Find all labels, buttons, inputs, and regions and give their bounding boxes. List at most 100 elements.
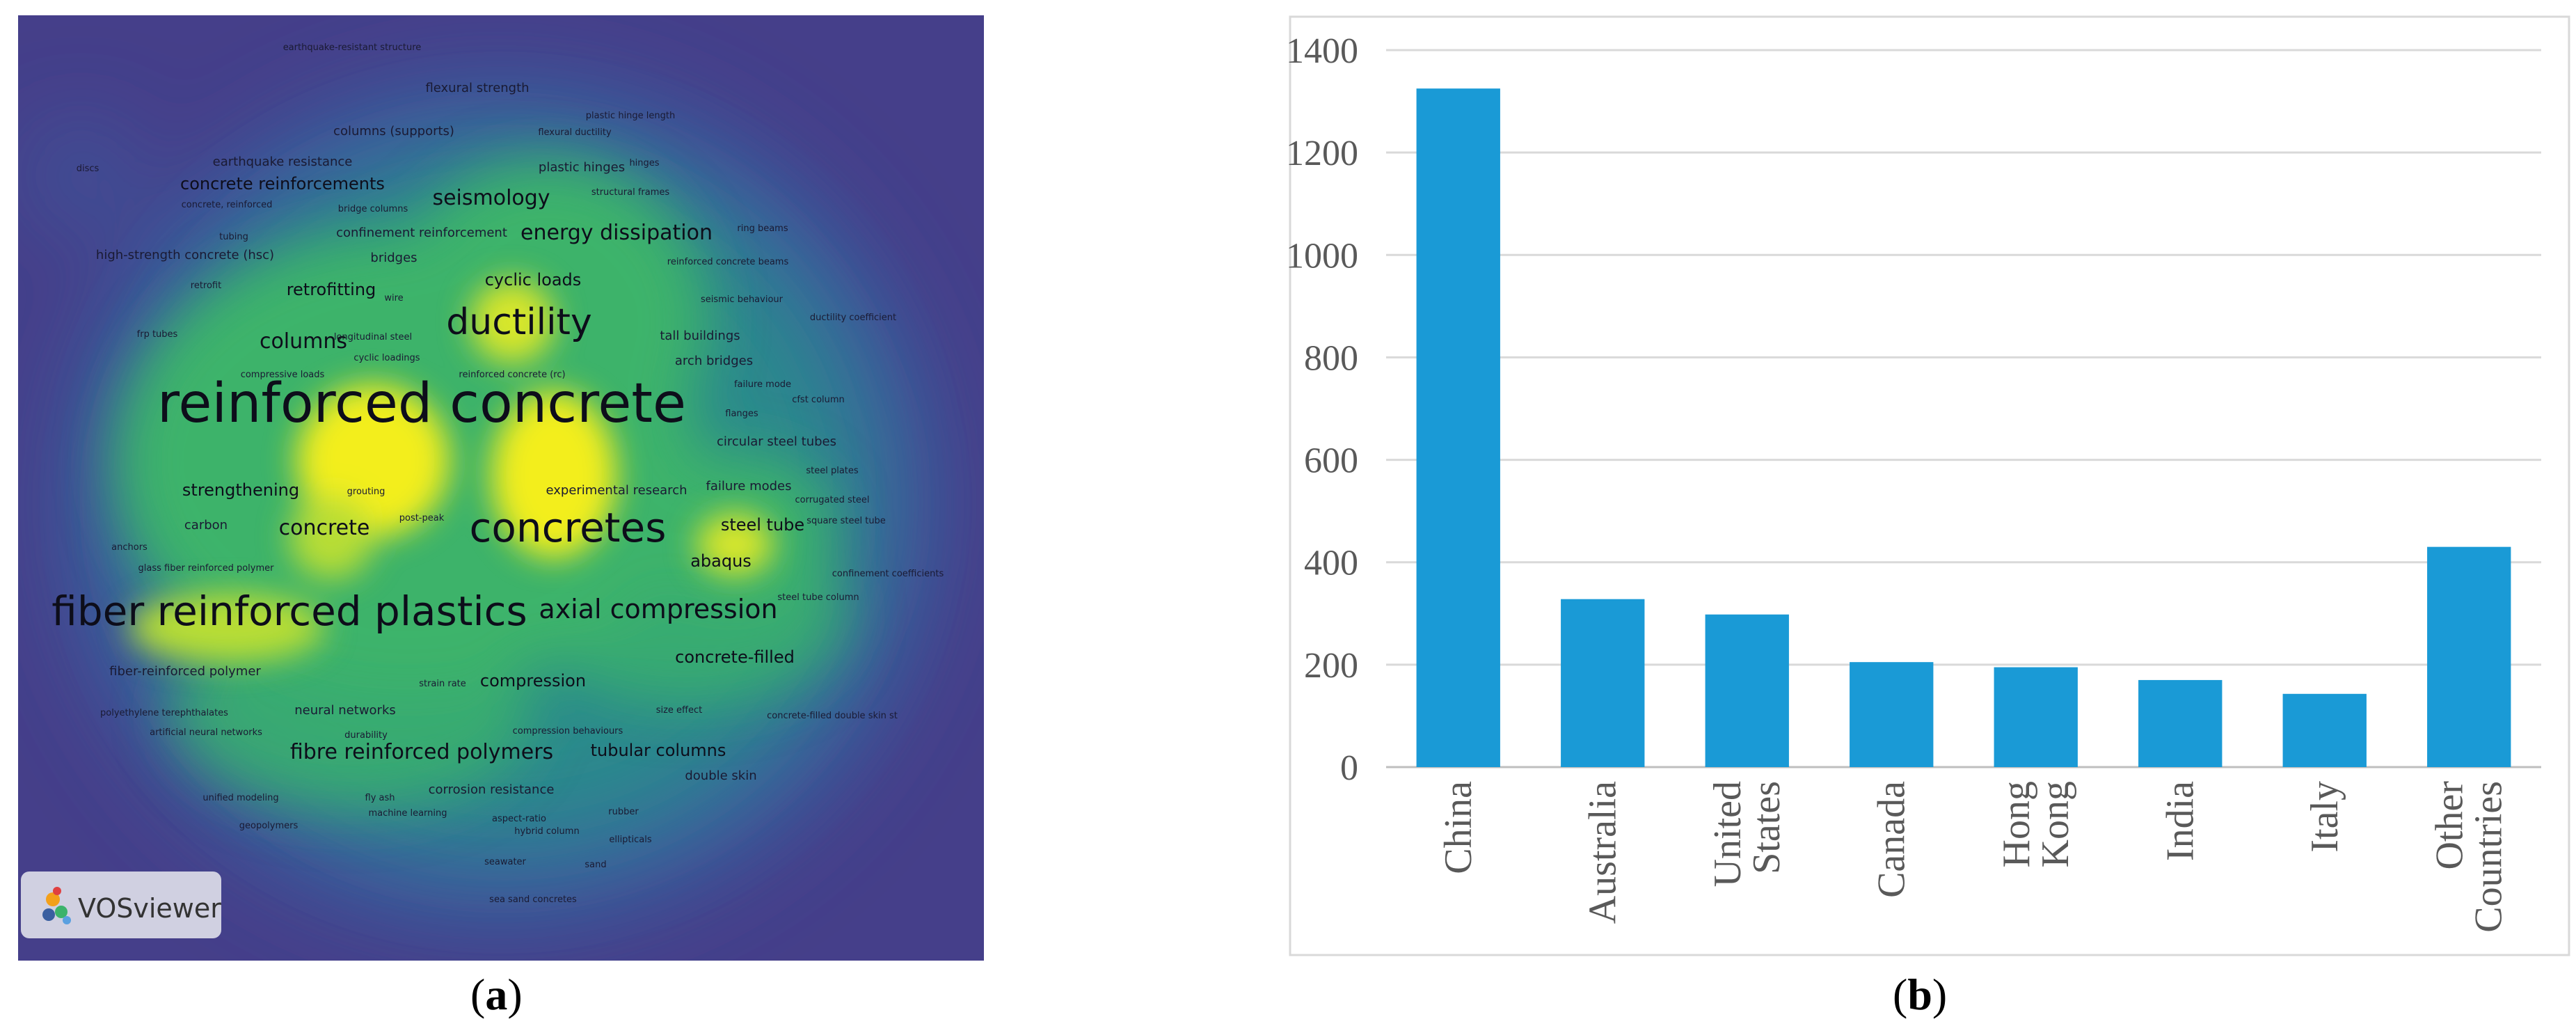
x-tick-label-line: Hong (1995, 781, 2038, 867)
density-map-panel: earthquake-resistant structure flexural s… (18, 15, 984, 961)
caption-b-letter: b (1907, 970, 1932, 1019)
keyword-discs: discs (77, 164, 100, 174)
y-tick-label: 400 (1304, 544, 1358, 583)
caption-a: (a) (470, 970, 523, 1019)
x-tick-label-line: Kong (2034, 781, 2077, 867)
x-tick-label-line: Other (2428, 781, 2471, 870)
keyword-sand: sand (585, 860, 606, 870)
keyword-earthquake-resistant-structure: earthquake-resistant structure (283, 42, 422, 53)
keyword-confinement-reinforcement: confinement reinforcement (336, 226, 507, 240)
bar-united-states (1705, 614, 1789, 767)
keyword-compressive-loads: compressive loads (241, 370, 325, 380)
caption-b: (b) (1893, 970, 1948, 1019)
x-tick-label: India (2158, 781, 2202, 861)
keyword-circular-steel-tubes: circular steel tubes (717, 434, 836, 449)
bar-india (2138, 679, 2223, 767)
keyword-seismic-behaviour: seismic behaviour (701, 294, 784, 305)
bar-china (1416, 88, 1500, 767)
keyword-cfst-column: cfst column (792, 395, 845, 405)
x-tick-label-line: Australia (1581, 781, 1624, 924)
x-tick-label-line: Italy (2303, 781, 2346, 853)
keyword-seismology: seismology (432, 186, 550, 210)
keyword-rubber: rubber (608, 807, 639, 817)
keyword-corrugated-steel: corrugated steel (795, 495, 870, 505)
keyword-geopolymers: geopolymers (239, 821, 299, 831)
keyword-glass-fiber-reinforced-polymer: glass fiber reinforced polymer (138, 563, 275, 574)
keyword-ring-beams: ring beams (737, 223, 788, 234)
keyword-size-effect: size effect (656, 705, 703, 716)
y-tick-label: 200 (1304, 646, 1358, 686)
keyword-concretes: concretes (470, 504, 667, 551)
y-tick-label: 1000 (1289, 236, 1358, 276)
bar-italy (2282, 693, 2367, 767)
bar-australia (1561, 599, 1645, 767)
keyword-retrofit: retrofit (191, 281, 221, 291)
x-tick-label-line: China (1437, 781, 1480, 874)
keyword-durability: durability (344, 730, 388, 741)
keyword-plastic-hinge-length: plastic hinge length (586, 111, 676, 121)
x-tick-label-line: India (2158, 781, 2202, 861)
vosviewer-logo-icon (42, 887, 71, 924)
keyword-arch-bridges: arch bridges (675, 354, 753, 368)
x-tick-label: China (1437, 781, 1480, 874)
y-tick-label: 1200 (1289, 134, 1358, 173)
keyword-steel-tube-column: steel tube column (777, 592, 859, 603)
keyword-reinforced-concrete-rc: reinforced concrete (rc) (459, 370, 565, 380)
y-tick-label: 600 (1304, 441, 1358, 481)
keyword-axial-compression: axial compression (539, 594, 777, 624)
bar-canada (1850, 662, 1934, 767)
gridlines (1386, 49, 2541, 768)
keyword-post-peak: post-peak (399, 513, 445, 523)
keyword-flexural-strength: flexural strength (425, 81, 529, 95)
keyword-fly-ash: fly ash (365, 793, 395, 803)
keyword-hinges: hinges (629, 158, 659, 168)
keyword-strengthening: strengthening (182, 480, 299, 500)
keyword-hybrid-column: hybrid column (514, 826, 579, 837)
keyword-neural-networks: neural networks (294, 703, 396, 718)
keyword-double-skin: double skin (685, 768, 756, 783)
keyword-square-steel-tube: square steel tube (806, 516, 886, 526)
keyword-compression: compression (480, 671, 586, 691)
keyword-high-strength-concrete-hsc: high-strength concrete (hsc) (96, 248, 274, 262)
keyword-concrete-reinforced: concrete, reinforced (182, 200, 273, 210)
keyword-abaqus: abaqus (690, 551, 752, 571)
bar-hong-kong (1994, 667, 2078, 767)
vosviewer-logo-label: VOSviewer (78, 893, 221, 924)
keyword-failure-mode: failure mode (734, 379, 791, 390)
keyword-fiber-reinforced-plastics: fiber reinforced plastics (51, 588, 527, 635)
keyword-confinement-coefficients: confinement coefficients (832, 569, 944, 579)
x-tick-label-line: United (1706, 781, 1749, 887)
keyword-experimental-research: experimental research (546, 483, 687, 498)
x-tick-label-line: Countries (2467, 781, 2510, 933)
keyword-carbon: carbon (184, 518, 228, 533)
keyword-frp-tubes: frp tubes (137, 329, 178, 340)
keyword-fiber-reinforced-polymer: fiber-reinforced polymer (109, 664, 261, 679)
keyword-polyethylene-terephthalates: polyethylene terephthalates (100, 708, 228, 718)
keyword-columns-supports: columns (supports) (333, 124, 454, 139)
keyword-plastic-hinges: plastic hinges (539, 160, 625, 175)
keyword-retrofitting: retrofitting (287, 280, 376, 299)
keyword-ductility-coefficient: ductility coefficient (810, 313, 896, 323)
vosviewer-logo[interactable]: VOSviewer (21, 872, 221, 938)
density-map: earthquake-resistant structure flexural s… (18, 15, 984, 961)
y-axis-ticks: 0 200 400 600 800 1000 1200 1400 (1286, 31, 1358, 788)
keyword-reinforced-concrete-beams: reinforced concrete beams (667, 257, 789, 267)
x-tick-label: Italy (2303, 781, 2346, 853)
keyword-concrete: concrete (279, 516, 370, 540)
keyword-wire: wire (384, 293, 403, 303)
keyword-machine-learning: machine learning (368, 808, 447, 819)
keyword-concrete-reinforcements: concrete reinforcements (180, 174, 385, 194)
y-tick-label: 0 (1340, 748, 1358, 788)
y-tick-label: 1400 (1289, 31, 1358, 71)
keyword-labels: earthquake-resistant structure flexural s… (51, 42, 944, 905)
keyword-anchors: anchors (111, 542, 148, 553)
bar-chart-panel: 0 200 400 600 800 1000 1200 1400 China Australia… (1286, 15, 2570, 956)
keyword-failure-modes: failure modes (706, 479, 791, 494)
keyword-tubing: tubing (219, 232, 248, 242)
keyword-energy-dissipation: energy dissipation (520, 221, 713, 245)
x-tick-label: Canada (1870, 781, 1913, 898)
